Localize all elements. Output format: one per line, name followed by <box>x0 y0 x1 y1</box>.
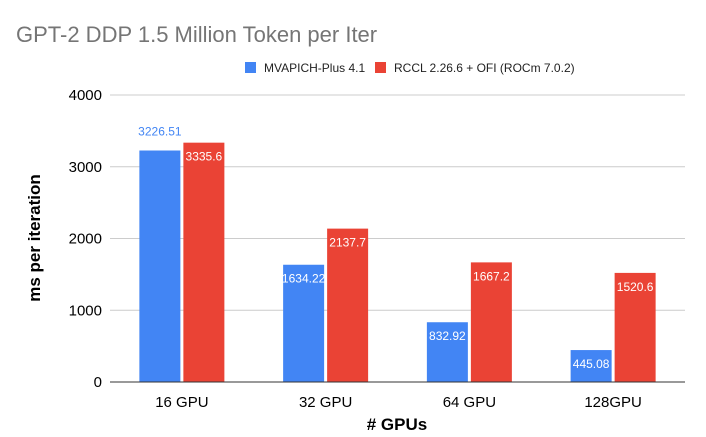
y-tick-label: 2000 <box>69 231 102 248</box>
data-label: 832.92 <box>429 329 466 343</box>
bar-rccl <box>183 142 225 382</box>
legend: MVAPICH-Plus 4.1 RCCL 2.26.6 + OFI (ROCm… <box>245 61 575 75</box>
bars <box>139 142 656 382</box>
bar-mvapich <box>570 350 612 382</box>
data-label: 445.08 <box>573 357 610 371</box>
bar-mvapich <box>426 322 468 382</box>
data-label: 1667.2 <box>473 269 510 283</box>
y-axis-title: ms per iteration <box>25 174 44 302</box>
data-labels: 3226.51 3335.6 1634.22 2137.7 832.92 1667.2 44… <box>138 124 654 371</box>
y-tick-label: 4000 <box>69 87 102 104</box>
x-tick-label: 16 GPU <box>155 394 208 411</box>
x-tick-label: 128GPU <box>584 394 642 411</box>
data-label: 2137.7 <box>329 236 366 250</box>
y-tick-label: 1000 <box>69 302 102 319</box>
x-tick-label: 32 GPU <box>299 394 352 411</box>
legend-label-mvapich: MVAPICH-Plus 4.1 <box>264 61 365 75</box>
bar-rccl <box>470 262 512 382</box>
bar-mvapich <box>139 150 181 382</box>
bar-mvapich <box>283 264 325 382</box>
data-label: 3335.6 <box>186 150 223 164</box>
axes: 0 1000 2000 3000 4000 16 GPU 32 GPU 64 GPU 128GP… <box>69 87 685 411</box>
data-label: 1520.6 <box>617 280 654 294</box>
bar-rccl <box>327 228 369 382</box>
data-label: 3226.51 <box>138 124 182 138</box>
legend-swatch-rccl <box>375 62 386 73</box>
data-label: 1634.22 <box>282 272 326 286</box>
bar-rccl <box>614 272 656 382</box>
x-tick-label: 64 GPU <box>443 394 496 411</box>
legend-swatch-mvapich <box>245 62 256 73</box>
y-tick-label: 0 <box>94 374 102 391</box>
x-axis-title: # GPUs <box>367 415 427 434</box>
legend-label-rccl: RCCL 2.26.6 + OFI (ROCm 7.0.2) <box>394 61 575 75</box>
y-tick-label: 3000 <box>69 159 102 176</box>
chart-title: GPT-2 DDP 1.5 Million Token per Iter <box>16 22 377 47</box>
